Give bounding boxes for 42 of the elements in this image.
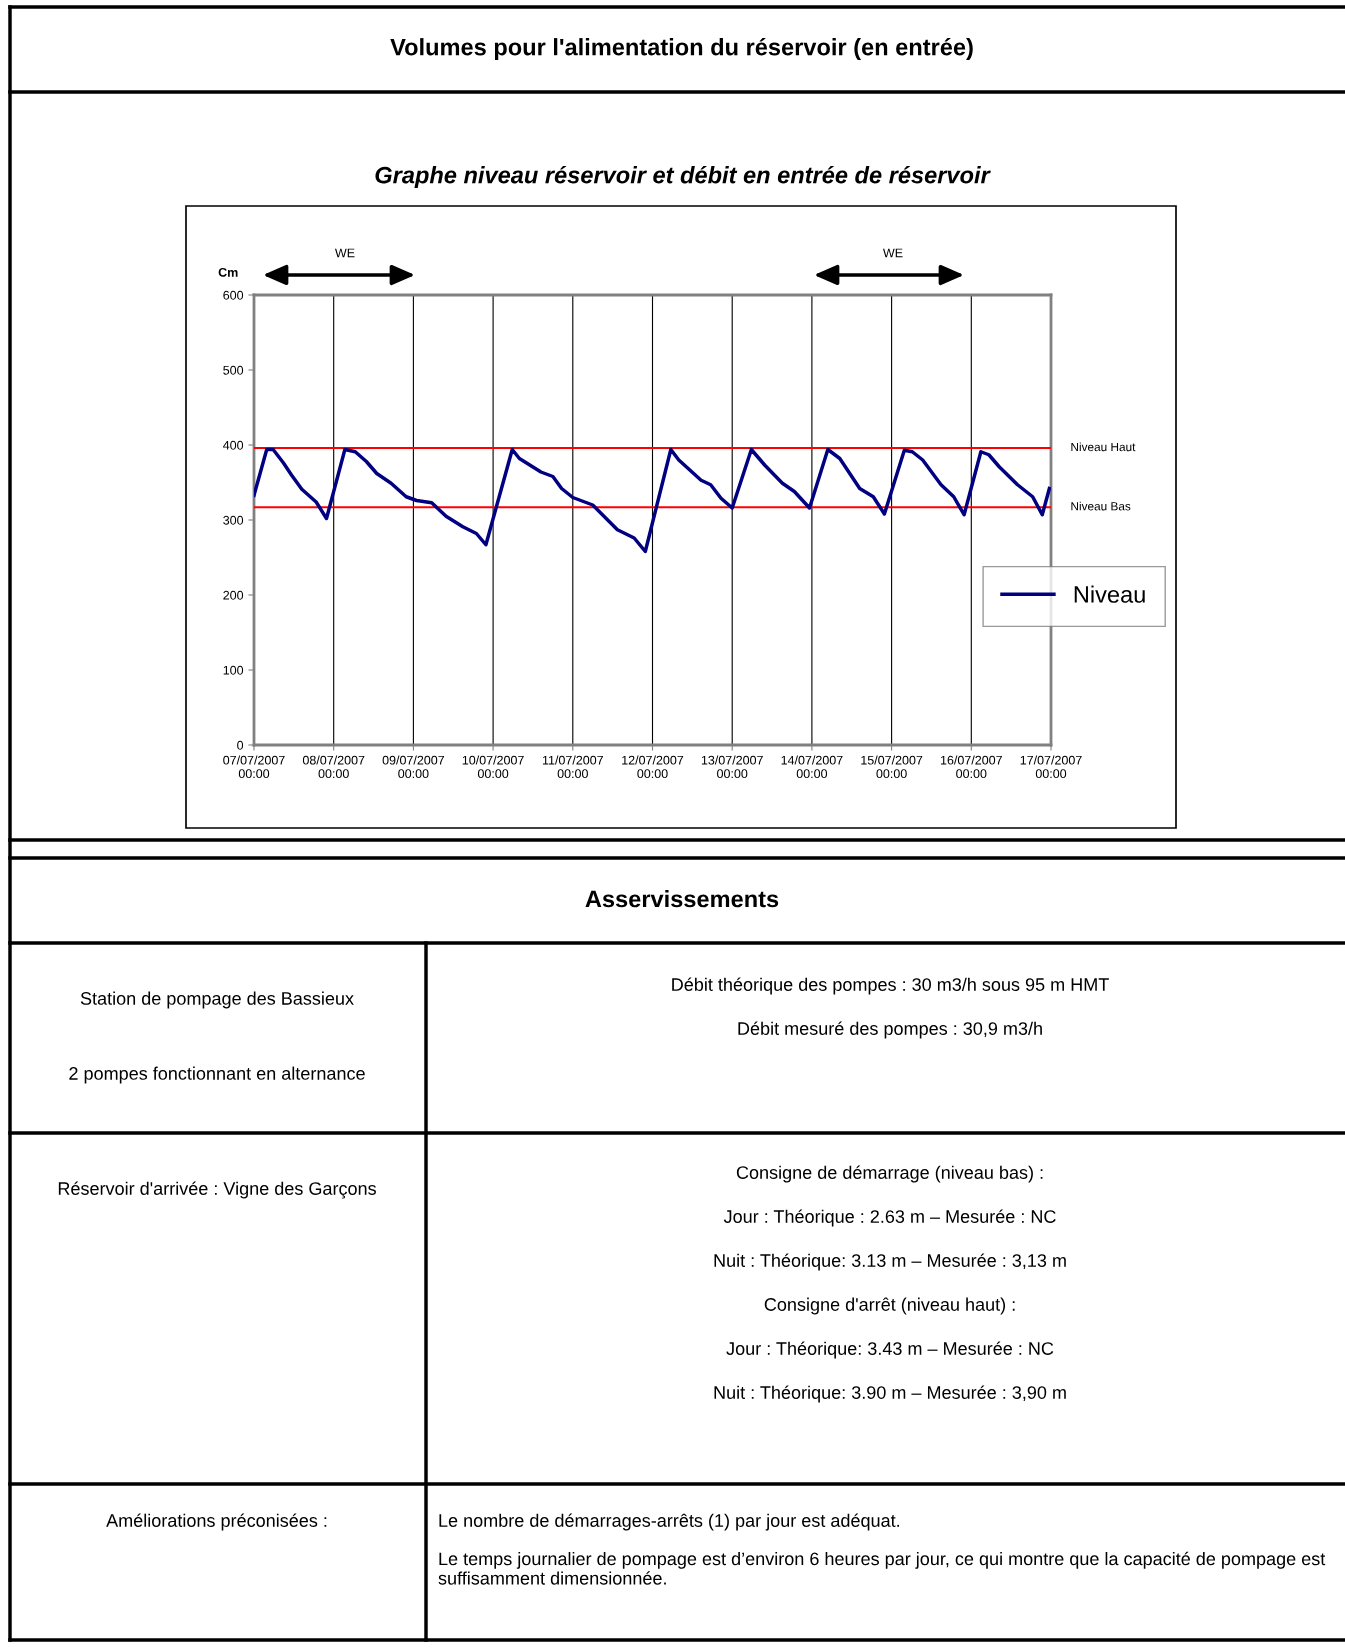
ref-line-label: Niveau Bas <box>1071 501 1131 511</box>
text: 2 pompes fonctionnant en alternance <box>69 1066 365 1084</box>
x-tick-label: 15/07/2007 00:00 <box>861 755 923 779</box>
text: Débit mesuré des pompes : 30,9 m3/h <box>738 1021 1042 1039</box>
chart-title: Volumes pour l'alimentation du réservoir (en entrée) <box>390 37 973 61</box>
x-tick-label: 13/07/2007 00:00 <box>701 755 763 779</box>
x-tick-label: 17/07/2007 00:00 <box>1020 755 1082 779</box>
text: Consigne d'arrêt (niveau haut) : <box>764 1297 1015 1315</box>
x-tick-label: 08/07/2007 00:00 <box>302 755 365 779</box>
y-tick-label: 500 <box>223 365 244 375</box>
text: Réservoir d'arrivée : Vigne des Garçons <box>58 1181 376 1199</box>
text: Jour : Théorique : 2.63 m – Mesurée : NC <box>723 1209 1056 1227</box>
x-tick-label: 10/07/2007 00:00 <box>462 755 524 779</box>
x-tick-label: 07/07/2007 00:00 <box>223 755 285 779</box>
text: WE <box>882 248 903 258</box>
y-tick-label: 0 <box>237 740 244 750</box>
text: Améliorations préconisées : <box>106 1513 327 1531</box>
y-tick-label: 300 <box>223 515 244 525</box>
x-tick-label: 14/07/2007 00:00 <box>781 755 843 779</box>
text: Le nombre de démarrages-arrêts (1) par jour est adéquat. <box>439 1513 900 1531</box>
text: WE <box>334 248 355 258</box>
legend-label: Niveau <box>1074 585 1145 603</box>
x-tick-label: 09/07/2007 00:00 <box>382 755 445 779</box>
text: Jour : Théorique: 3.43 m – Mesurée : NC <box>726 1341 1054 1359</box>
x-tick-label: 11/07/2007 00:00 <box>542 755 603 779</box>
text: Station de pompage des Bassieux <box>80 991 354 1009</box>
text: Asservissements <box>585 889 779 908</box>
y-axis-title: Cm <box>218 267 238 277</box>
text: Le temps journalier de pompage est d’environ 6 heures par jour, ce qui montre que la capacité de pompage est suffisamment dimensionnée. <box>438 1551 1326 1585</box>
x-tick-label: 16/07/2007 00:00 <box>940 755 1002 779</box>
x-tick-label: 12/07/2007 00:00 <box>622 755 684 779</box>
y-tick-label: 100 <box>223 665 244 675</box>
chart-subtitle: Graphe niveau réservoir et débit en entrée de réservoir <box>375 165 991 189</box>
text: Nuit : Théorique: 3.13 m – Mesurée : 3,13 m <box>714 1253 1066 1271</box>
text: Nuit : Théorique: 3.90 m – Mesurée : 3,90 m <box>714 1385 1066 1403</box>
line-series <box>254 447 1051 554</box>
y-tick-label: 400 <box>223 440 244 450</box>
text: Consigne de démarrage (niveau bas) : <box>736 1165 1043 1183</box>
y-tick-label: 200 <box>223 590 244 600</box>
ref-line-label: Niveau Haut <box>1071 442 1136 452</box>
text: Débit théorique des pompes : 30 m3/h sous 95 m HMT <box>672 977 1109 995</box>
y-tick-label: 600 <box>223 290 244 300</box>
